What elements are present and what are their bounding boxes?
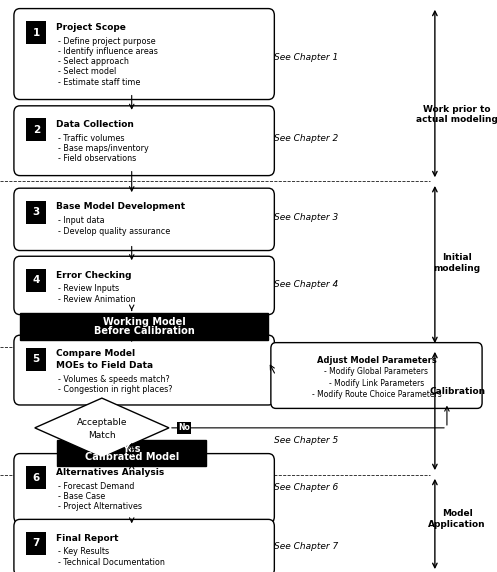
FancyBboxPatch shape (14, 9, 274, 100)
FancyBboxPatch shape (57, 440, 206, 466)
FancyBboxPatch shape (26, 466, 46, 489)
Text: Working Model: Working Model (103, 317, 185, 327)
Text: - Develop quality assurance: - Develop quality assurance (58, 227, 170, 236)
Text: - Key Results: - Key Results (58, 547, 109, 557)
Text: Calibration: Calibration (429, 387, 485, 396)
Text: 1: 1 (33, 27, 40, 38)
Text: Final Report: Final Report (56, 534, 118, 543)
Text: 3: 3 (33, 207, 40, 217)
Text: 6: 6 (33, 472, 40, 483)
FancyBboxPatch shape (26, 348, 46, 371)
Text: 7: 7 (33, 538, 40, 549)
Text: MOEs to Field Data: MOEs to Field Data (56, 361, 153, 370)
Text: - Identify influence areas: - Identify influence areas (58, 47, 158, 56)
Text: - Congestion in right places?: - Congestion in right places? (58, 385, 172, 394)
Text: Model
Application: Model Application (428, 509, 486, 529)
Text: - Traffic volumes: - Traffic volumes (58, 134, 125, 143)
Text: Yes: Yes (122, 444, 141, 454)
Text: See Chapter 2: See Chapter 2 (273, 134, 338, 144)
FancyBboxPatch shape (14, 519, 274, 572)
Polygon shape (35, 398, 169, 458)
Text: See Chapter 5: See Chapter 5 (273, 436, 338, 445)
FancyBboxPatch shape (20, 313, 268, 340)
Text: See Chapter 1: See Chapter 1 (273, 53, 338, 62)
Text: - Modify Global Parameters: - Modify Global Parameters (325, 367, 428, 376)
Text: - Volumes & speeds match?: - Volumes & speeds match? (58, 375, 170, 384)
Text: Calibrated Model: Calibrated Model (84, 452, 179, 462)
FancyBboxPatch shape (14, 454, 274, 523)
FancyBboxPatch shape (26, 532, 46, 555)
Text: Alternatives Analysis: Alternatives Analysis (56, 468, 164, 477)
Text: Acceptable: Acceptable (77, 418, 127, 427)
Text: - Field observations: - Field observations (58, 154, 136, 164)
Text: 4: 4 (33, 275, 40, 285)
Text: Match: Match (88, 431, 116, 440)
Text: Before Calibration: Before Calibration (94, 326, 194, 336)
Text: - Forecast Demand: - Forecast Demand (58, 482, 135, 491)
Text: - Estimate staff time: - Estimate staff time (58, 78, 141, 87)
Text: - Define project purpose: - Define project purpose (58, 37, 156, 46)
FancyBboxPatch shape (26, 269, 46, 292)
FancyBboxPatch shape (26, 21, 46, 44)
Text: Initial
modeling: Initial modeling (434, 253, 481, 273)
Text: Work prior to
actual modeling: Work prior to actual modeling (416, 105, 497, 124)
FancyBboxPatch shape (26, 118, 46, 141)
Text: - Select model: - Select model (58, 67, 116, 77)
Text: Adjust Model Parameters: Adjust Model Parameters (317, 356, 436, 365)
Text: - Technical Documentation: - Technical Documentation (58, 558, 165, 567)
Text: Project Scope: Project Scope (56, 23, 126, 32)
Text: Error Checking: Error Checking (56, 271, 131, 280)
Text: Base Model Development: Base Model Development (56, 202, 185, 212)
Text: See Chapter 3: See Chapter 3 (273, 213, 338, 222)
Text: See Chapter 7: See Chapter 7 (273, 542, 338, 551)
Text: Compare Model: Compare Model (56, 349, 135, 359)
Text: - Select approach: - Select approach (58, 57, 129, 66)
FancyBboxPatch shape (271, 343, 482, 408)
Text: 2: 2 (33, 125, 40, 135)
FancyBboxPatch shape (14, 256, 274, 315)
Text: - Review Inputs: - Review Inputs (58, 284, 119, 293)
Text: - Base maps/inventory: - Base maps/inventory (58, 144, 149, 153)
FancyBboxPatch shape (14, 106, 274, 176)
Text: - Project Alternatives: - Project Alternatives (58, 502, 142, 511)
Text: See Chapter 6: See Chapter 6 (273, 483, 338, 492)
Text: - Modify Route Choice Parameters: - Modify Route Choice Parameters (312, 390, 441, 399)
Text: - Modify Link Parameters: - Modify Link Parameters (329, 379, 424, 388)
Text: No: No (178, 423, 190, 432)
FancyBboxPatch shape (14, 335, 274, 405)
Text: Data Collection: Data Collection (56, 120, 134, 129)
FancyBboxPatch shape (26, 201, 46, 224)
FancyBboxPatch shape (14, 188, 274, 251)
Text: - Review Animation: - Review Animation (58, 295, 136, 304)
Text: 5: 5 (33, 354, 40, 364)
Text: See Chapter 4: See Chapter 4 (273, 280, 338, 289)
Text: - Input data: - Input data (58, 216, 105, 225)
Text: - Base Case: - Base Case (58, 492, 105, 501)
